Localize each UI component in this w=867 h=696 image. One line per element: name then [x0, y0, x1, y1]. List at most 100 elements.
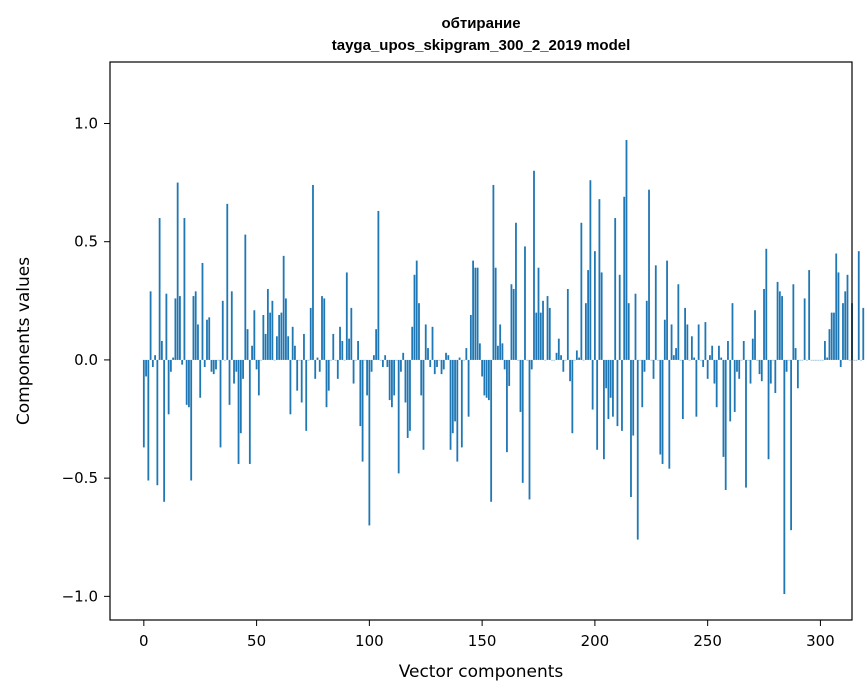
bar-component-244 [693, 357, 696, 360]
bar-component-210 [616, 359, 619, 427]
bar-component-123 [420, 359, 423, 396]
bar-component-317 [857, 251, 860, 360]
bar-component-271 [754, 310, 756, 360]
bar-component-189 [569, 359, 571, 382]
bar-component-232 [666, 260, 668, 360]
bar-component-28 [206, 319, 208, 360]
bar-component-159 [501, 343, 504, 360]
bar-component-146 [472, 260, 474, 360]
bar-component-31 [212, 359, 215, 375]
x-tick-label: 50 [247, 632, 266, 650]
bar-component-269 [749, 359, 752, 384]
bar-component-132 [440, 359, 443, 375]
bar-component-106 [381, 359, 384, 368]
bar-component-167 [519, 359, 522, 412]
bar-component-233 [668, 359, 671, 469]
bar-component-137 [451, 359, 454, 434]
bar-component-161 [506, 359, 508, 453]
bar-component-188 [566, 288, 569, 360]
bar-component-175 [537, 267, 540, 360]
bar-component-135 [447, 355, 450, 360]
bar-component-72 [305, 359, 308, 431]
bar-component-54 [264, 333, 267, 360]
bar-component-22 [192, 296, 195, 360]
bar-component-157 [497, 345, 499, 360]
bar-component-75 [312, 184, 314, 360]
bar-component-114 [400, 359, 402, 372]
bar-component-278 [769, 359, 772, 384]
bar-component-6 [156, 359, 159, 486]
bar-component-231 [663, 319, 666, 360]
bar-component-96 [359, 359, 362, 427]
bar-component-259 [727, 341, 729, 360]
bar-component-66 [291, 326, 294, 360]
bar-component-24 [197, 324, 199, 360]
bar-component-45 [244, 234, 247, 360]
bar-component-277 [767, 359, 770, 460]
bar-component-217 [632, 359, 635, 436]
bar-component-55 [266, 288, 269, 360]
bar-component-103 [375, 329, 378, 360]
bar-component-177 [542, 300, 544, 360]
bar-component-212 [621, 359, 623, 431]
bar-component-293 [803, 298, 806, 360]
bar-component-34 [219, 359, 222, 448]
bar-component-304 [828, 329, 831, 360]
bar-component-140 [458, 357, 461, 360]
bar-component-168 [521, 359, 524, 483]
bar-component-64 [287, 336, 290, 360]
bar-component-257 [722, 359, 725, 457]
bar-component-87 [339, 326, 341, 360]
bar-component-154 [490, 359, 493, 502]
y-axis-label: Components values [14, 257, 34, 425]
bar-component-270 [751, 338, 754, 360]
bar-component-164 [512, 288, 515, 360]
bar-component-60 [278, 314, 281, 360]
bar-component-43 [239, 359, 242, 434]
bar-component-276 [765, 248, 768, 360]
bar-component-118 [409, 359, 411, 431]
bar-component-65 [289, 359, 292, 415]
bar-component-258 [724, 359, 727, 490]
bar-component-280 [774, 359, 777, 394]
bar-component-208 [612, 359, 614, 417]
bar-component-100 [368, 359, 371, 526]
bar-component-185 [560, 355, 562, 360]
bar-component-78 [318, 359, 321, 372]
bar-component-169 [524, 246, 526, 360]
bar-component-215 [627, 303, 630, 360]
bar-component-68 [296, 359, 299, 391]
bar-component-44 [242, 359, 244, 379]
bar-component-222 [643, 359, 646, 372]
bar-component-77 [316, 357, 319, 360]
bar-component-67 [294, 345, 296, 360]
bar-component-23 [194, 291, 197, 360]
bar-component-53 [262, 314, 265, 360]
bar-component-287 [790, 359, 792, 531]
bar-component-179 [546, 296, 549, 360]
bar-component-99 [366, 359, 368, 396]
bar-component-82 [327, 359, 330, 391]
x-tick-label: 250 [693, 632, 722, 650]
bar-component-14 [174, 298, 177, 360]
bar-component-4 [151, 359, 154, 368]
bar-component-282 [778, 291, 781, 360]
bar-component-306 [833, 312, 835, 360]
bar-component-216 [630, 359, 632, 498]
bar-component-76 [314, 359, 317, 379]
bar-component-229 [659, 359, 662, 455]
bar-component-275 [763, 288, 765, 360]
bar-component-108 [386, 359, 389, 368]
bar-component-10 [165, 293, 168, 360]
bar-component-144 [467, 359, 470, 417]
chart-subtitle: tayga_upos_skipgram_300_2_2019 model [332, 37, 631, 54]
bar-component-134 [445, 352, 447, 360]
bar-component-110 [391, 359, 393, 408]
bar-component-86 [336, 359, 339, 379]
bar-component-115 [402, 352, 405, 360]
bar-component-18 [183, 218, 186, 360]
bar-component-109 [388, 359, 391, 401]
bar-component-224 [648, 189, 650, 360]
bar-component-32 [215, 359, 217, 370]
bar-component-198 [589, 180, 592, 360]
